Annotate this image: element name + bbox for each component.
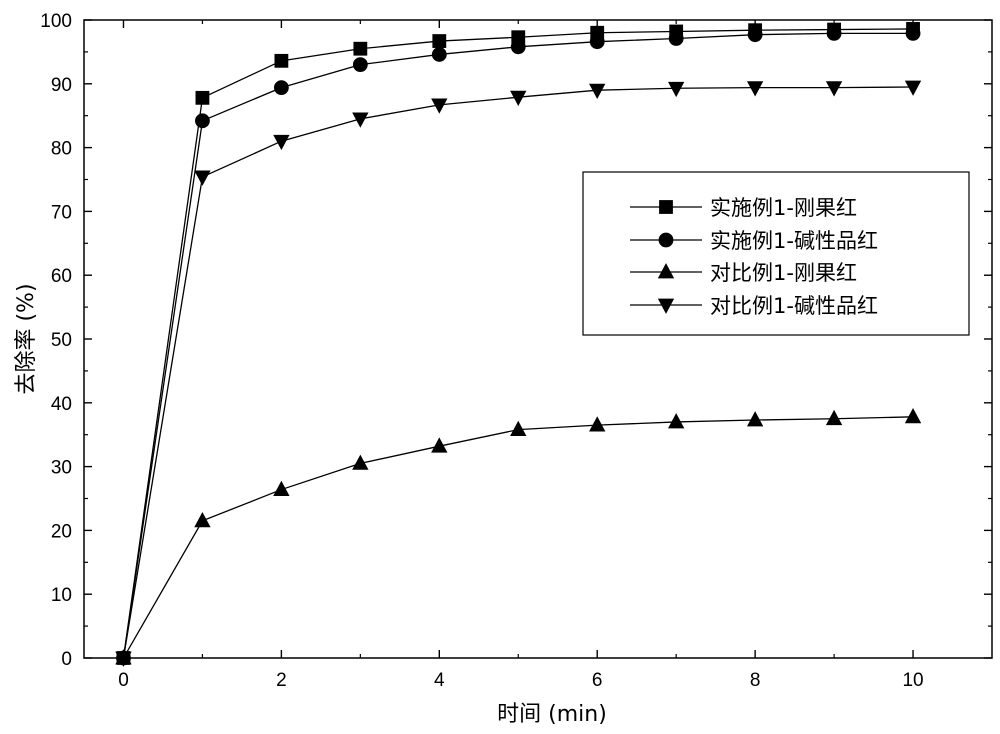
data-point xyxy=(746,81,764,97)
data-point xyxy=(194,170,211,186)
x-tick-label: 2 xyxy=(276,670,287,691)
series-2 xyxy=(116,25,921,666)
legend-entry: 对比例1-碱性品红 xyxy=(630,294,878,318)
y-tick-label: 90 xyxy=(51,75,72,96)
y-tick-label: 40 xyxy=(51,394,72,415)
data-point xyxy=(273,80,289,96)
data-point xyxy=(905,25,921,41)
data-point xyxy=(195,90,210,105)
legend-marker xyxy=(658,232,674,248)
data-point xyxy=(510,39,526,55)
y-tick-label: 100 xyxy=(40,11,72,32)
y-tick-label: 0 xyxy=(61,649,72,670)
data-point xyxy=(194,511,211,528)
series-line xyxy=(122,28,914,659)
legend-entry: 实施例1-刚果红 xyxy=(630,196,857,220)
legend-entry: 实施例1-碱性品红 xyxy=(630,229,878,253)
data-point xyxy=(747,27,763,43)
y-tick-label: 20 xyxy=(51,521,72,542)
series-line xyxy=(122,32,914,659)
data-point xyxy=(195,113,210,129)
y-tick-label: 70 xyxy=(51,202,72,223)
data-point xyxy=(510,90,527,107)
x-axis-title: 时间 (min) xyxy=(497,702,607,727)
series-4 xyxy=(115,80,922,667)
y-tick-label: 50 xyxy=(51,330,72,351)
legend-box xyxy=(582,171,970,336)
y-tick-label: 60 xyxy=(51,266,72,287)
legend-label: 对比例1-刚果红 xyxy=(710,261,857,285)
legend-label: 对比例1-碱性品红 xyxy=(710,294,878,318)
data-point xyxy=(432,34,447,48)
y-axis-title: 去除率 (%) xyxy=(14,283,39,394)
data-point xyxy=(904,407,922,424)
data-point xyxy=(904,80,922,96)
x-tick-label: 8 xyxy=(750,670,761,691)
y-tick-label: 10 xyxy=(51,585,72,606)
data-point xyxy=(353,41,368,56)
data-point xyxy=(668,81,685,98)
data-point xyxy=(274,53,289,68)
data-point xyxy=(273,480,290,496)
data-point xyxy=(510,420,527,436)
series-line xyxy=(122,416,914,659)
data-point xyxy=(352,57,368,73)
legend-entry: 对比例1-刚果红 xyxy=(630,261,857,285)
data-point xyxy=(589,416,606,432)
plot-frame xyxy=(83,19,993,659)
legend-label: 实施例1-刚果红 xyxy=(710,196,857,220)
legend-marker xyxy=(657,298,675,314)
legend-label: 实施例1-碱性品红 xyxy=(710,229,878,253)
data-point xyxy=(352,454,369,470)
y-tick-label: 80 xyxy=(51,139,72,160)
data-point xyxy=(589,34,605,50)
data-point xyxy=(825,409,843,426)
data-point xyxy=(115,651,132,667)
data-point xyxy=(589,83,606,100)
data-point xyxy=(825,81,843,97)
y-tick-label: 30 xyxy=(51,458,72,479)
data-point xyxy=(668,31,684,46)
x-tick-label: 6 xyxy=(592,670,603,691)
data-point xyxy=(668,413,685,429)
series-1 xyxy=(116,22,920,665)
x-tick-label: 4 xyxy=(434,670,445,691)
data-point xyxy=(431,437,448,453)
axis-ticks xyxy=(84,19,992,659)
series-layer xyxy=(115,22,922,667)
data-point xyxy=(826,25,842,41)
legend-marker xyxy=(657,263,675,279)
legend-marker xyxy=(659,200,673,214)
data-point xyxy=(746,411,764,427)
data-point xyxy=(431,98,448,114)
x-tick-label: 0 xyxy=(118,670,129,691)
series-3 xyxy=(115,407,922,665)
data-point xyxy=(352,112,369,128)
data-point xyxy=(273,134,290,151)
x-tick-label: 10 xyxy=(902,670,923,691)
data-point xyxy=(431,47,447,62)
